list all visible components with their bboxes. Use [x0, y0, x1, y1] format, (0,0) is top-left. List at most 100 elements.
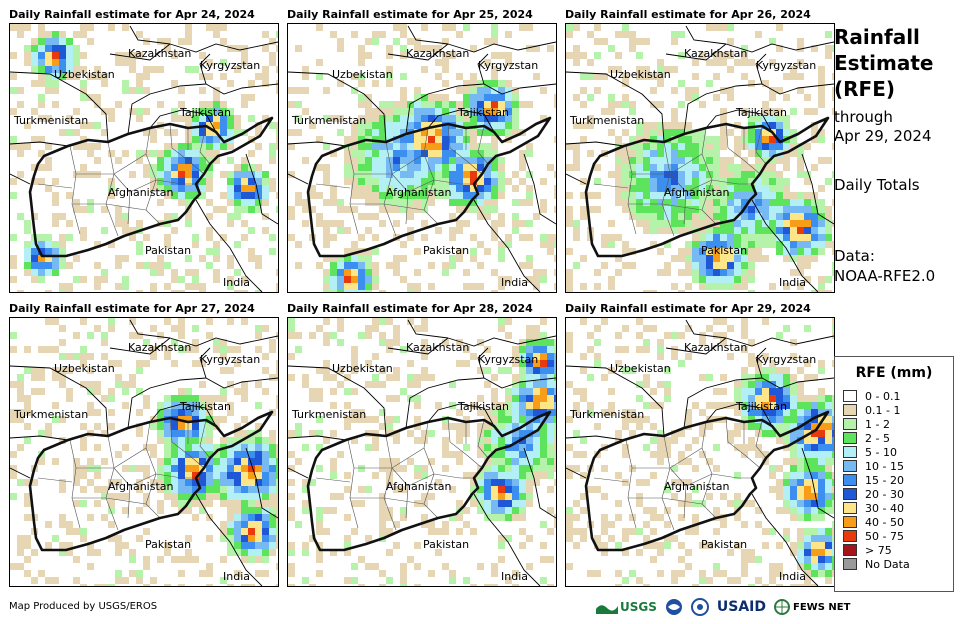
country-border [705, 109, 773, 133]
country-label-turkmenistan: Turkmenistan [569, 408, 644, 421]
country-label-india: India [779, 276, 806, 289]
rainfall-map: Kazakhstan Kyrgyzstan Uzbekistan Tajikistan… [287, 23, 557, 293]
country-label-turkmenistan: Turkmenistan [13, 408, 88, 421]
legend-swatch [843, 474, 857, 486]
country-border [387, 337, 449, 355]
afghanistan-outline [584, 116, 830, 258]
country-border [169, 335, 278, 347]
country-border [427, 403, 495, 427]
province-border [37, 183, 73, 189]
map-canvas: Kazakhstan Kyrgyzstan Uzbekistan Tajikistan… [10, 318, 278, 586]
legend-label: 30 - 40 [865, 501, 904, 515]
legend-item: 15 - 20 [843, 473, 904, 487]
end-date: Apr 29, 2024 [834, 127, 932, 145]
totals-label: Daily Totals [834, 176, 920, 194]
country-border [205, 83, 278, 95]
country-label-kyrgyzstan: Kyrgyzstan [200, 353, 260, 366]
title-line2: Estimate [834, 51, 934, 75]
country-border [751, 493, 819, 586]
legend-swatch [843, 530, 857, 542]
province-border [37, 477, 73, 483]
country-label-india: India [501, 276, 528, 289]
commerce-logo [690, 598, 709, 616]
province-border [725, 417, 761, 469]
country-border [288, 365, 387, 437]
country-label-kyrgyzstan: Kyrgyzstan [200, 59, 260, 72]
legend-label: 40 - 50 [865, 515, 904, 529]
title-line1: Rainfall [834, 25, 920, 49]
country-border [407, 25, 449, 45]
country-border [199, 53, 211, 85]
data-source: NOAA-RFE2.0 [834, 267, 936, 285]
usaid-logo: USAID [717, 599, 766, 615]
country-label-kyrgyzstan: Kyrgyzstan [478, 59, 538, 72]
country-border [405, 83, 485, 135]
province-border [155, 473, 196, 479]
legend-swatch [843, 488, 857, 500]
province-border [477, 419, 489, 459]
country-border [566, 173, 587, 185]
country-label-kyrgyzstan: Kyrgyzstan [478, 353, 538, 366]
afghanistan-outline [28, 116, 274, 258]
country-border [447, 335, 556, 347]
province-border [477, 125, 489, 165]
country-label-tajikistan: Tajikistan [735, 400, 787, 413]
country-border [245, 447, 278, 519]
legend-item: 50 - 75 [843, 529, 904, 543]
province-border [433, 473, 474, 479]
country-border [10, 467, 31, 479]
country-label-uzbekistan: Uzbekistan [610, 68, 671, 81]
country-label-tajikistan: Tajikistan [735, 106, 787, 119]
legend-item: 0 - 0.1 [843, 389, 900, 403]
country-label-uzbekistan: Uzbekistan [54, 68, 115, 81]
legend-item: 0.1 - 1 [843, 403, 900, 417]
country-border [705, 403, 773, 427]
province-border [447, 123, 483, 175]
legend-swatch [843, 516, 857, 528]
country-label-uzbekistan: Uzbekistan [610, 362, 671, 375]
legend-swatch [843, 404, 857, 416]
commerce-seal-icon [690, 598, 709, 616]
country-border [566, 467, 587, 479]
country-border [149, 109, 217, 133]
legend-item: 2 - 5 [843, 431, 890, 445]
rainfall-map: Kazakhstan Kyrgyzstan Uzbekistan Tajikistan… [565, 23, 835, 293]
province-border [105, 141, 119, 237]
country-label-kyrgyzstan: Kyrgyzstan [756, 59, 816, 72]
through-label: through [834, 108, 893, 126]
country-border [683, 83, 763, 135]
country-label-kazakhstan: Kazakhstan [128, 47, 191, 60]
country-label-india: India [223, 276, 250, 289]
legend-label: 10 - 15 [865, 459, 904, 473]
country-border [751, 199, 819, 292]
legend-label: 0 - 0.1 [865, 389, 901, 403]
country-border [129, 25, 171, 45]
province-border [72, 203, 147, 211]
province-border [383, 141, 397, 237]
globe-icon [774, 599, 791, 615]
legend-item: 10 - 15 [843, 459, 904, 473]
country-label-india: India [223, 570, 250, 583]
rainfall-raster [10, 24, 278, 292]
province-border [433, 179, 474, 185]
rainfall-map: Kazakhstan Kyrgyzstan Uzbekistan Tajikistan… [9, 23, 279, 293]
province-border [350, 497, 425, 505]
rainfall-raster [288, 24, 556, 292]
country-label-afghanistan: Afghanistan [386, 186, 452, 199]
province-border [625, 439, 637, 529]
legend-label: 20 - 30 [865, 487, 904, 501]
legend-swatch [843, 446, 857, 458]
country-label-turkmenistan: Turkmenistan [291, 114, 366, 127]
country-label-uzbekistan: Uzbekistan [54, 362, 115, 375]
legend-item: 30 - 40 [843, 501, 904, 515]
country-border [447, 41, 556, 53]
legend-swatch [843, 558, 857, 570]
rainfall-map: Kazakhstan Kyrgyzstan Uzbekistan Tajikistan… [287, 317, 557, 587]
legend-title: RFE (mm) [855, 365, 933, 381]
usgs-wave-icon [596, 605, 618, 614]
country-label-tajikistan: Tajikistan [179, 400, 231, 413]
legend-swatch [843, 390, 857, 402]
usgs-logo: USGS [596, 600, 657, 614]
country-border [205, 377, 278, 389]
province-border [69, 439, 81, 529]
